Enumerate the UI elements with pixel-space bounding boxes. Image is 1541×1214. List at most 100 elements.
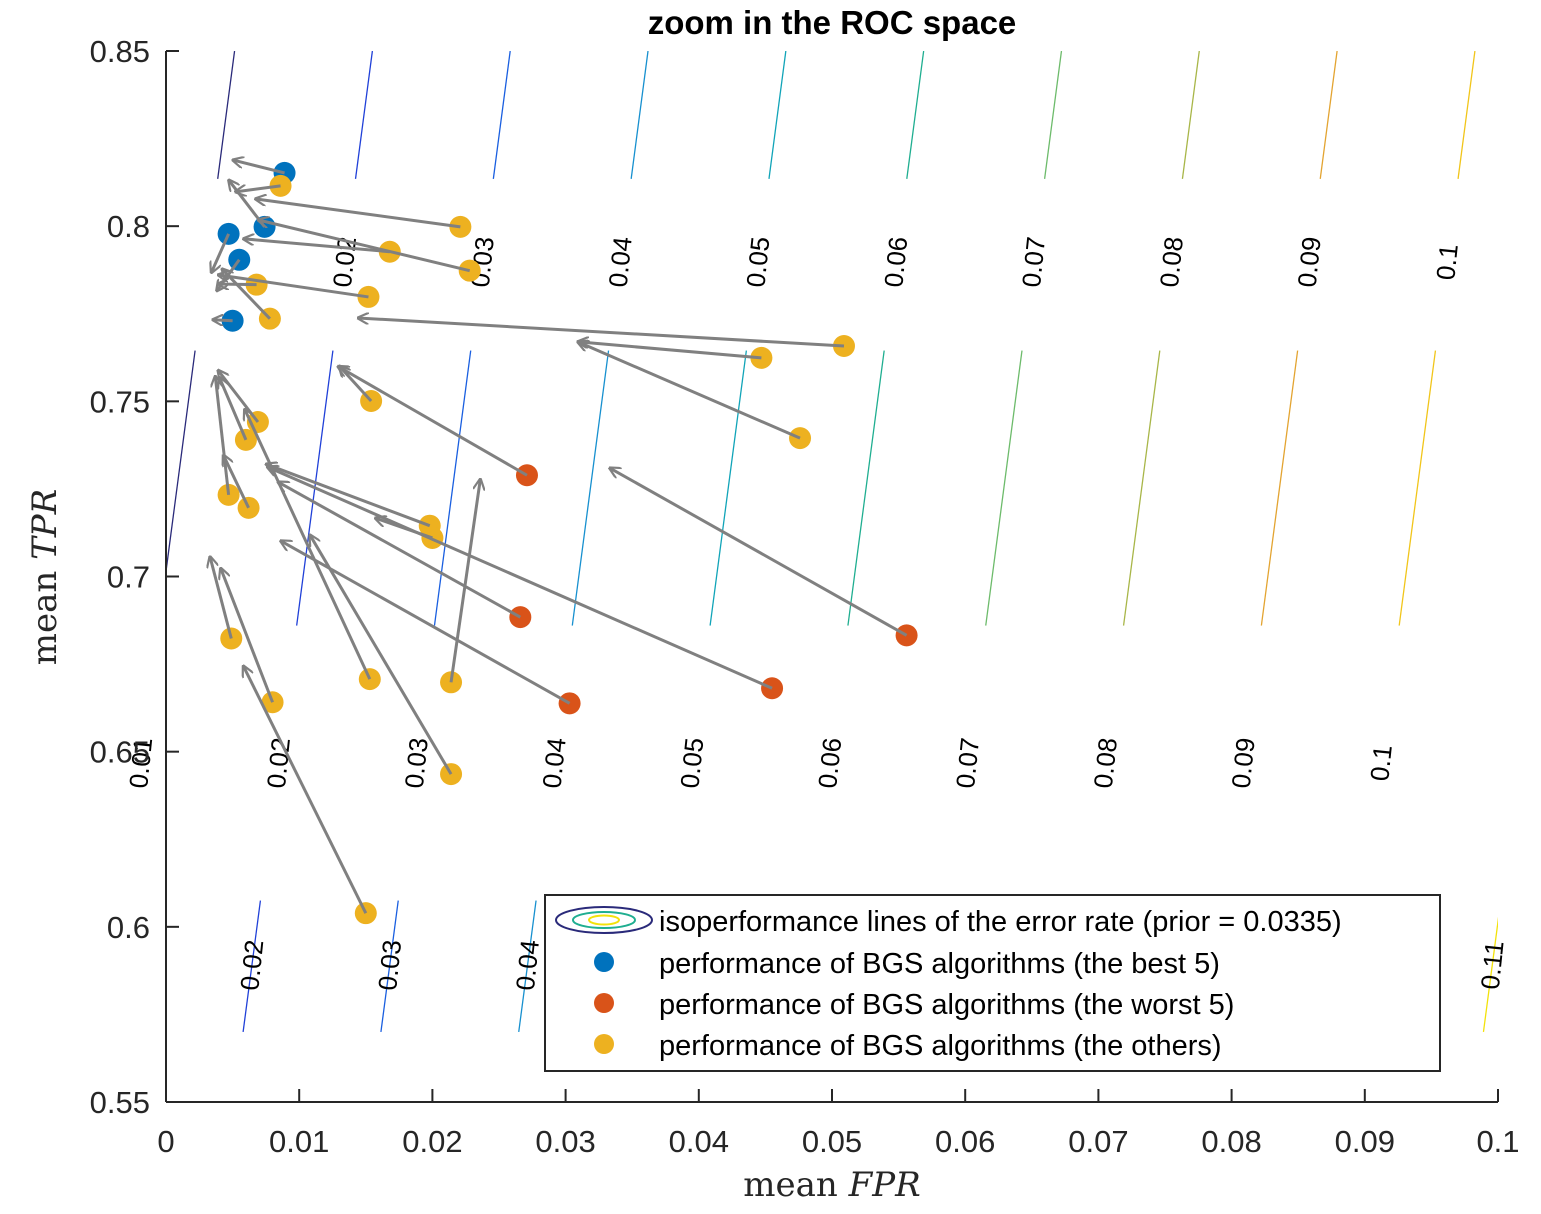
isoperformance-label: 0.1 (1430, 242, 1464, 281)
y-axis-label-prefix: mean (25, 571, 65, 666)
legend-marker-others (594, 1034, 614, 1054)
isoperformance-line (354, 51, 374, 179)
legend-item-worst: performance of BGS algorithms (the worst… (659, 989, 1234, 1021)
isoperformance-label: 0.07 (950, 736, 985, 789)
isoperformance-lines (166, 51, 1541, 1033)
isoperformance-label: 0.02 (234, 938, 269, 991)
axes: 0 0.01 0.02 0.03 0.04 0.05 0.06 0.07 0.08 0.09 0.1… (90, 34, 1520, 1159)
isoperformance-line (768, 51, 787, 179)
isoperformance-line (1260, 350, 1299, 626)
performance-markers (217, 161, 918, 925)
isoperformance-line (709, 350, 748, 626)
isoperformance-label: 0.01 (123, 736, 158, 789)
y-tick-label: 0.75 (90, 384, 150, 419)
x-tick-label: 0.07 (1068, 1124, 1128, 1159)
isoperformance-line (1457, 51, 1476, 179)
improvement-arrow (358, 318, 845, 348)
isoperformance-label: 0.04 (603, 235, 638, 288)
improvement-arrow (266, 464, 431, 528)
isoperformance-label: 0.05 (740, 235, 775, 288)
improvement-arrow (245, 409, 372, 680)
improvement-arrow (218, 370, 260, 423)
improvement-arrow (578, 342, 801, 440)
isoperformance-label: 0.09 (1226, 736, 1261, 789)
isoperformance-line (1181, 51, 1200, 179)
isoperformance-line (906, 51, 925, 179)
improvement-arrow (610, 468, 908, 637)
isoperformance-line (1482, 916, 1498, 1033)
improvement-arrow (243, 666, 368, 914)
x-tick-label: 0.04 (669, 1124, 729, 1159)
isoperformance-label: 0.06 (812, 736, 847, 789)
improvement-arrow (223, 455, 250, 509)
legend: isoperformance lines of the error rate (… (544, 894, 1441, 1072)
improvement-arrow (221, 568, 274, 703)
x-tick-label: 0.03 (535, 1124, 595, 1159)
y-tick-label: 0.55 (90, 1085, 150, 1120)
isoperformance-label: 0.1 (1364, 743, 1398, 782)
isoperformance-line (1043, 51, 1063, 179)
improvement-arrow (233, 160, 285, 175)
isoperformance-line (492, 51, 511, 179)
isoperformance-line (217, 51, 236, 179)
y-tick-label: 0.7 (107, 560, 150, 595)
legend-marker-best (594, 952, 614, 972)
improvement-arrow (219, 377, 248, 441)
isoperformance-line (630, 51, 649, 179)
isoperformance-label: 0.03 (399, 736, 434, 789)
isoperformance-line (1537, 351, 1541, 626)
isoperformance-label: 0.08 (1088, 736, 1123, 789)
isoperformance-label: 0.04 (537, 736, 572, 789)
isoperformance-label: 0.09 (1292, 235, 1327, 288)
isoperformance-line (518, 900, 537, 1033)
isoperformance-label: 0.05 (674, 736, 709, 789)
improvement-arrow (218, 275, 369, 299)
x-axis-label: mean FPR (743, 1165, 920, 1205)
improvement-arrow (211, 233, 230, 273)
isoperformance-labels: 0.02 0.03 0.04 0.05 0.06 0.07 0.08 0.09 0.1 0.01 0… (123, 235, 1510, 992)
x-axis-label-prefix: mean (743, 1165, 838, 1205)
improvement-arrow (243, 239, 390, 254)
improvement-arrow (278, 482, 522, 619)
improvement-arrow (339, 366, 373, 402)
isoperformance-line (1122, 350, 1161, 626)
isoperformance-line (166, 350, 196, 577)
improvement-arrow (267, 467, 773, 690)
isoperformance-line (1398, 350, 1437, 626)
y-tick-label: 0.6 (107, 910, 150, 945)
improvement-arrow (375, 518, 433, 540)
isoperformance-label: 0.06 (878, 235, 913, 288)
x-axis-label-var: FPR (848, 1165, 921, 1205)
x-tick-label: 0.09 (1335, 1124, 1395, 1159)
improvement-arrow (210, 557, 233, 639)
improvement-arrow (310, 535, 453, 775)
isoperformance-label: 0.08 (1154, 235, 1189, 288)
y-axis-label-var: TPR (25, 489, 65, 560)
improvement-arrow (235, 184, 281, 192)
x-tick-label: 0.06 (935, 1124, 995, 1159)
improvement-arrow (215, 376, 231, 496)
chart-title: zoom in the ROC space (648, 4, 1017, 41)
isoperformance-line (985, 350, 1023, 626)
y-ticks: 0.55 0.6 0.65 0.7 0.75 0.8 0.85 (90, 34, 179, 1120)
x-tick-label: 0.05 (802, 1124, 862, 1159)
y-tick-label: 0.8 (107, 209, 150, 244)
isoperformance-line (847, 350, 885, 626)
improvement-arrow (258, 220, 471, 273)
isoperformance-line (433, 350, 472, 626)
x-tick-label: 0.08 (1201, 1124, 1261, 1159)
legend-contour-icon (555, 906, 653, 934)
improvement-arrow (449, 479, 480, 683)
legend-item-contour: isoperformance lines of the error rate (… (659, 906, 1342, 938)
y-axis-label: mean TPR (25, 489, 65, 666)
y-tick-label: 0.65 (90, 735, 150, 770)
improvement-arrow (213, 320, 233, 321)
improvement-arrows (210, 160, 908, 914)
improvement-arrow (338, 366, 528, 477)
isoperformance-label: 0.03 (372, 938, 407, 991)
y-tick-label: 0.85 (90, 34, 150, 69)
legend-item-best: performance of BGS algorithms (the best … (659, 948, 1220, 980)
x-ticks: 0 0.01 0.02 0.03 0.04 0.05 0.06 0.07 0.08 0.09 0.1 (157, 1089, 1520, 1159)
improvement-arrow (578, 342, 762, 360)
isoperformance-label: 0.04 (510, 938, 545, 991)
